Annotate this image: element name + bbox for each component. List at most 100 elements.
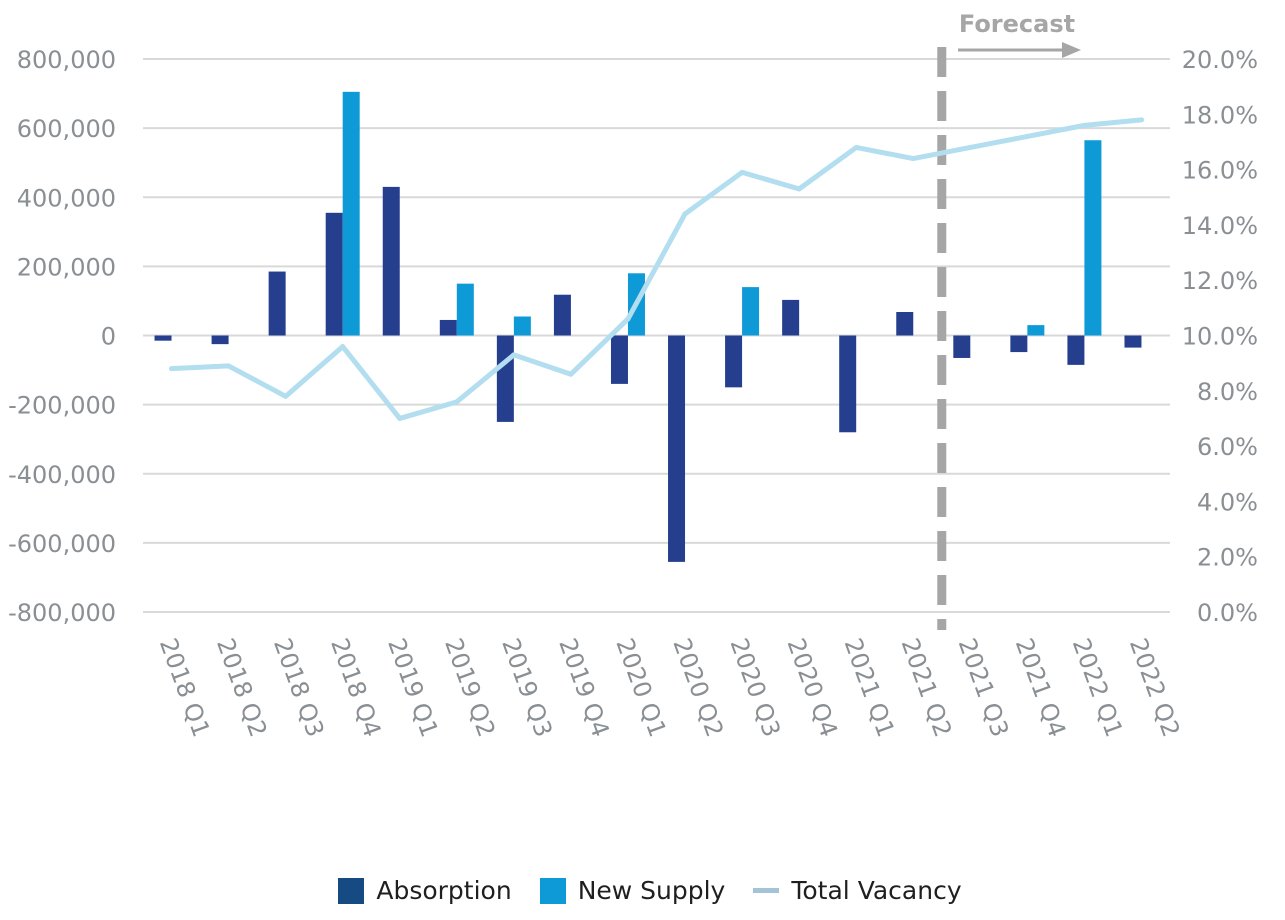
left-tick-label: 200,000 bbox=[17, 253, 116, 281]
vacancy-line-group bbox=[169, 117, 1144, 421]
x-tick-label: 2020 Q1 bbox=[610, 634, 671, 740]
absorption-bar bbox=[211, 335, 229, 345]
right-tick-label: 10.0% bbox=[1182, 323, 1258, 351]
x-tick-label: 2020 Q3 bbox=[724, 634, 785, 740]
right-axis: 0.0% 2.0% 4.0% 6.0% 8.0% 10.0% 12.0% 14.0% 16.0%… bbox=[1182, 46, 1258, 627]
absorption-bar bbox=[953, 335, 971, 358]
right-tick-label: 6.0% bbox=[1197, 433, 1258, 461]
total-vacancy-point bbox=[739, 169, 745, 175]
absorption-bar bbox=[896, 311, 914, 336]
absorption-bar bbox=[382, 186, 400, 336]
new-supply-bar bbox=[513, 316, 531, 336]
total-vacancy-point bbox=[169, 366, 175, 372]
right-tick-label: 12.0% bbox=[1182, 267, 1258, 295]
x-tick-label: 2019 Q1 bbox=[382, 634, 443, 740]
x-tick-label: 2019 Q3 bbox=[496, 634, 557, 740]
absorption-bar bbox=[496, 335, 514, 422]
legend-item-absorption: Absorption bbox=[338, 876, 512, 905]
total-vacancy-point bbox=[1024, 133, 1030, 139]
forecast-annotation: Forecast bbox=[958, 10, 1081, 58]
x-tick-label: 2022 Q2 bbox=[1124, 634, 1185, 740]
absorption-bar bbox=[268, 271, 286, 336]
new-supply-bar bbox=[742, 287, 760, 336]
legend-absorption-label: Absorption bbox=[376, 876, 512, 905]
total-vacancy-line bbox=[169, 117, 1144, 421]
absorption-bar bbox=[439, 319, 457, 336]
absorption-bar bbox=[1010, 335, 1028, 353]
total-vacancy-point bbox=[910, 156, 916, 162]
forecast-label: Forecast bbox=[959, 10, 1075, 38]
left-tick-label: -200,000 bbox=[8, 392, 116, 420]
total-vacancy-point bbox=[796, 186, 802, 192]
absorption-swatch bbox=[338, 877, 365, 904]
absorption-bar bbox=[325, 212, 343, 336]
right-tick-label: 0.0% bbox=[1197, 599, 1258, 627]
absorption-bar bbox=[782, 299, 800, 336]
x-tick-label: 2021 Q1 bbox=[839, 634, 900, 740]
x-tick-label: 2018 Q2 bbox=[211, 634, 272, 740]
right-tick-label: 14.0% bbox=[1182, 212, 1258, 240]
total-vacancy-point bbox=[397, 415, 403, 421]
x-tick-label: 2021 Q3 bbox=[953, 634, 1014, 740]
absorption-bar bbox=[725, 335, 743, 388]
total-vacancy-point bbox=[967, 144, 973, 150]
left-tick-label: 0 bbox=[101, 323, 116, 351]
new-supply-bar bbox=[1027, 325, 1045, 336]
x-tick-label: 2018 Q3 bbox=[268, 634, 329, 740]
right-tick-label: 16.0% bbox=[1182, 157, 1258, 185]
left-tick-label: 400,000 bbox=[17, 184, 116, 212]
total-vacancy-point bbox=[454, 399, 460, 405]
x-tick-label: 2020 Q4 bbox=[782, 634, 843, 740]
absorption-bar bbox=[553, 294, 571, 336]
total-vacancy-point bbox=[1138, 117, 1144, 123]
total-vacancy-point bbox=[682, 211, 688, 217]
absorption-bar bbox=[839, 335, 857, 433]
new-supply-bar bbox=[342, 91, 360, 336]
total-vacancy-point bbox=[340, 344, 346, 350]
total-vacancy-point bbox=[1081, 122, 1087, 128]
legend-new-supply-label: New Supply bbox=[577, 876, 726, 905]
total-vacancy-point bbox=[226, 363, 232, 369]
legend-item-new-supply: New Supply bbox=[539, 876, 726, 905]
left-tick-label: -600,000 bbox=[8, 530, 116, 558]
absorption-bar bbox=[1067, 335, 1085, 365]
left-tick-label: 600,000 bbox=[17, 115, 116, 143]
forecast-arrow-head bbox=[1062, 42, 1081, 58]
x-tick-label: 2018 Q4 bbox=[325, 634, 386, 740]
absorption-bar bbox=[610, 335, 628, 384]
right-tick-label: 20.0% bbox=[1182, 46, 1258, 74]
new-supply-swatch bbox=[539, 877, 566, 904]
left-tick-label: -800,000 bbox=[8, 599, 116, 627]
right-tick-label: 18.0% bbox=[1182, 101, 1258, 129]
left-tick-label: 800,000 bbox=[17, 46, 116, 74]
x-tick-label: 2021 Q4 bbox=[1010, 634, 1071, 740]
total-vacancy-swatch bbox=[753, 888, 780, 893]
x-tick-label: 2020 Q2 bbox=[667, 634, 728, 740]
total-vacancy-point bbox=[853, 144, 859, 150]
x-tick-label: 2021 Q2 bbox=[896, 634, 957, 740]
right-tick-label: 4.0% bbox=[1197, 488, 1258, 516]
legend: Absorption New Supply Total Vacancy bbox=[0, 876, 1285, 905]
right-tick-label: 2.0% bbox=[1197, 544, 1258, 572]
x-tick-label: 2019 Q4 bbox=[553, 634, 614, 740]
x-tick-label: 2018 Q1 bbox=[154, 634, 215, 740]
x-tick-label: 2019 Q2 bbox=[439, 634, 500, 740]
new-supply-bar bbox=[456, 283, 474, 336]
legend-item-total-vacancy: Total Vacancy bbox=[753, 876, 962, 905]
x-tick-label: 2022 Q1 bbox=[1067, 634, 1128, 740]
total-vacancy-point bbox=[511, 352, 517, 358]
new-supply-bar bbox=[1084, 140, 1102, 336]
total-vacancy-point bbox=[568, 371, 574, 377]
total-vacancy-point bbox=[625, 316, 631, 322]
right-tick-label: 8.0% bbox=[1197, 378, 1258, 406]
left-tick-label: -400,000 bbox=[8, 461, 116, 489]
absorption-bar bbox=[154, 335, 172, 341]
legend-total-vacancy-label: Total Vacancy bbox=[791, 876, 962, 905]
chart-canvas: -800,000 -600,000 -400,000 -200,000 0 200,000… bbox=[8, 10, 1258, 741]
bars bbox=[154, 91, 1142, 562]
total-vacancy-point bbox=[283, 393, 289, 399]
absorption-bar bbox=[1124, 335, 1142, 348]
left-axis: -800,000 -600,000 -400,000 -200,000 0 200,000… bbox=[8, 46, 116, 627]
absorption-bar bbox=[668, 335, 686, 562]
